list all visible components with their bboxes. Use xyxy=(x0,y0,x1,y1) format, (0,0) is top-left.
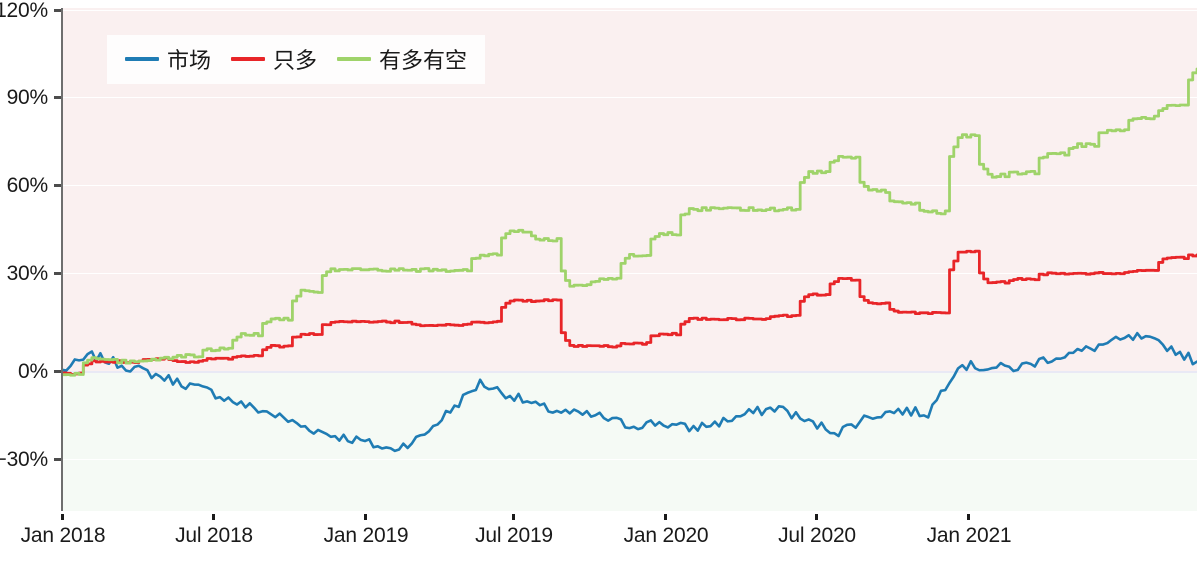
y-tick-mark-30 xyxy=(54,272,61,275)
gridline-60 xyxy=(62,185,1197,186)
y-tick-mark-0 xyxy=(54,370,61,373)
series-line-1 xyxy=(62,249,1197,376)
gridline-neg30 xyxy=(62,459,1197,460)
gridline-30 xyxy=(62,273,1197,274)
x-tick-label-jan-2018: Jan 2018 xyxy=(20,524,106,547)
plot-area xyxy=(62,8,1197,511)
y-tick-mark-neg30 xyxy=(54,458,61,461)
y-tick-mark-90 xyxy=(54,96,61,99)
gridline-120 xyxy=(62,10,1197,11)
x-tick-label-jul-2019: Jul 2019 xyxy=(475,524,553,547)
legend-label-long-short: 有多有空 xyxy=(379,49,468,74)
series-line-0 xyxy=(62,331,1197,453)
series-line-2 xyxy=(62,67,1197,377)
x-tick-mark-jan-2019 xyxy=(364,514,367,520)
chart-legend: 市场 只多 有多有空 xyxy=(107,35,486,84)
y-tick-label-60: 60% xyxy=(6,174,49,197)
x-tick-mark-jul-2020 xyxy=(815,514,818,520)
x-tick-mark-jul-2018 xyxy=(212,514,215,520)
x-tick-label-jul-2018: Jul 2018 xyxy=(175,524,253,547)
x-tick-mark-jan-2020 xyxy=(664,514,667,520)
legend-label-market: 市场 xyxy=(167,49,212,74)
legend-swatch-long-only-icon xyxy=(231,57,266,61)
legend-swatch-long-short-icon xyxy=(337,57,372,61)
legend-item-market[interactable]: 市场 xyxy=(125,43,211,75)
y-tick-label-120: 120% xyxy=(0,0,48,22)
y-tick-label-90: 90% xyxy=(6,86,49,109)
x-tick-mark-jan-2021 xyxy=(967,514,970,520)
y-tick-mark-120 xyxy=(54,9,61,12)
legend-item-long-only[interactable]: 只多 xyxy=(231,43,317,75)
y-tick-label-30: 30% xyxy=(6,262,49,285)
series-lines xyxy=(62,67,1197,453)
x-tick-mark-jan-2018 xyxy=(61,514,64,520)
y-axis-line xyxy=(61,8,63,511)
x-tick-label-jan-2019: Jan 2019 xyxy=(323,524,409,547)
zero-baseline xyxy=(62,371,1197,373)
legend-swatch-market-icon xyxy=(125,57,159,61)
x-tick-label-jul-2020: Jul 2020 xyxy=(778,524,856,547)
x-tick-mark-jul-2019 xyxy=(512,514,515,520)
y-tick-label-neg30: −30% xyxy=(0,448,48,471)
y-tick-label-0: 0% xyxy=(18,360,48,383)
x-tick-label-jan-2021: Jan 2021 xyxy=(926,524,1012,547)
legend-label-long-only: 只多 xyxy=(273,49,318,74)
y-tick-mark-60 xyxy=(54,184,61,187)
legend-item-long-short[interactable]: 有多有空 xyxy=(337,43,467,75)
gridline-90 xyxy=(62,97,1197,98)
negative-region-band xyxy=(62,371,1197,511)
x-tick-label-jan-2020: Jan 2020 xyxy=(623,524,709,547)
